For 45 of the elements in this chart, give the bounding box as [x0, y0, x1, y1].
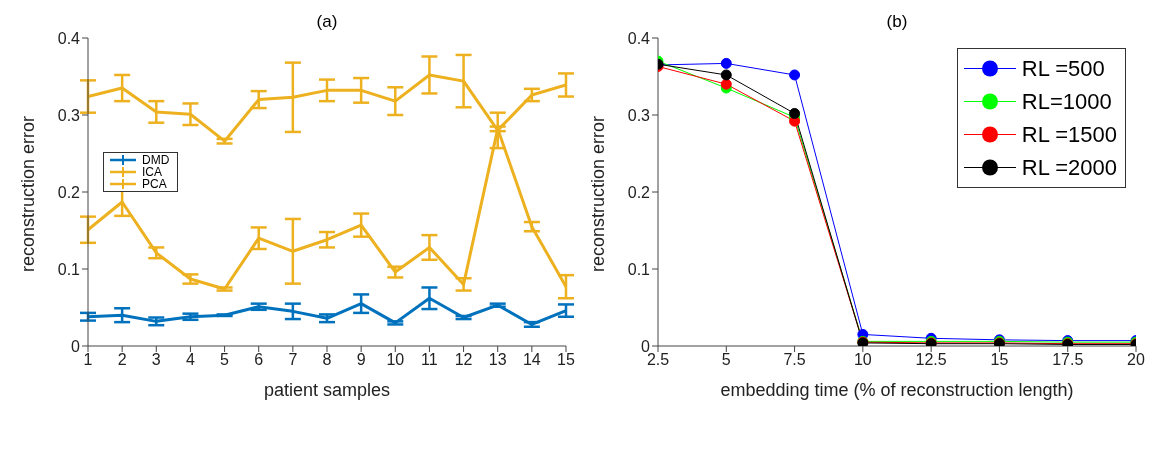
x-tick-label: 10: [386, 351, 405, 369]
x-tick-label: 3: [151, 351, 161, 369]
x-tick-label: 9: [356, 351, 366, 369]
x-tick-label: 15: [990, 351, 1009, 369]
x-tick-label: 13: [488, 351, 507, 369]
y-axis-title: reconstruction error: [18, 115, 39, 272]
legend-label: RL =500: [1021, 55, 1105, 82]
x-tick-label: 20: [1127, 351, 1145, 369]
legend-label: RL =1500: [1021, 121, 1117, 148]
x-tick-label: 10: [853, 351, 872, 369]
x-axis-title: patient samples: [263, 380, 391, 400]
legend-label: RL=1000: [1021, 88, 1112, 115]
legend-label: RL =2000: [1021, 154, 1117, 181]
y-tick-label: 0.4: [627, 29, 651, 47]
y-tick-label: 0.3: [627, 106, 651, 124]
x-tick-label: 15: [557, 351, 575, 369]
x-tick-label: 2.5: [646, 351, 670, 369]
x-tick-label: 12: [454, 351, 473, 369]
y-tick-label: 0.4: [57, 29, 81, 47]
y-tick-label: 0.3: [57, 106, 81, 124]
x-tick-label: 7.5: [783, 351, 806, 369]
chart-title: (a): [316, 12, 338, 31]
y-tick-label: 0.1: [627, 260, 651, 278]
x-tick-label: 2: [117, 351, 127, 369]
x-tick-label: 6: [254, 351, 264, 369]
legend-label: DMD: [142, 153, 170, 167]
legend-label: ICA: [142, 165, 163, 179]
x-tick-label: 12.5: [915, 351, 947, 369]
y-tick-label: 0: [71, 337, 81, 355]
x-tick-label: 1: [83, 351, 93, 369]
y-tick-label: 0.2: [627, 183, 651, 201]
x-tick-label: 5: [220, 351, 230, 369]
y-tick-label: 0.1: [57, 260, 81, 278]
chart-title: (b): [886, 12, 908, 31]
x-tick-label: 8: [322, 351, 332, 369]
x-tick-label: 5: [721, 351, 731, 369]
x-tick-label: 17.5: [1052, 351, 1084, 369]
y-axis-title: reconstruction error: [588, 115, 609, 272]
y-tick-label: 0.2: [57, 183, 81, 201]
x-tick-label: 11: [421, 351, 438, 369]
x-tick-label: 14: [522, 351, 541, 369]
x-axis-title: embedding time (% of reconstruction length): [720, 380, 1074, 400]
x-tick-label: 4: [185, 351, 195, 369]
legend-label: PCA: [142, 177, 167, 191]
x-tick-label: 7: [288, 351, 298, 369]
